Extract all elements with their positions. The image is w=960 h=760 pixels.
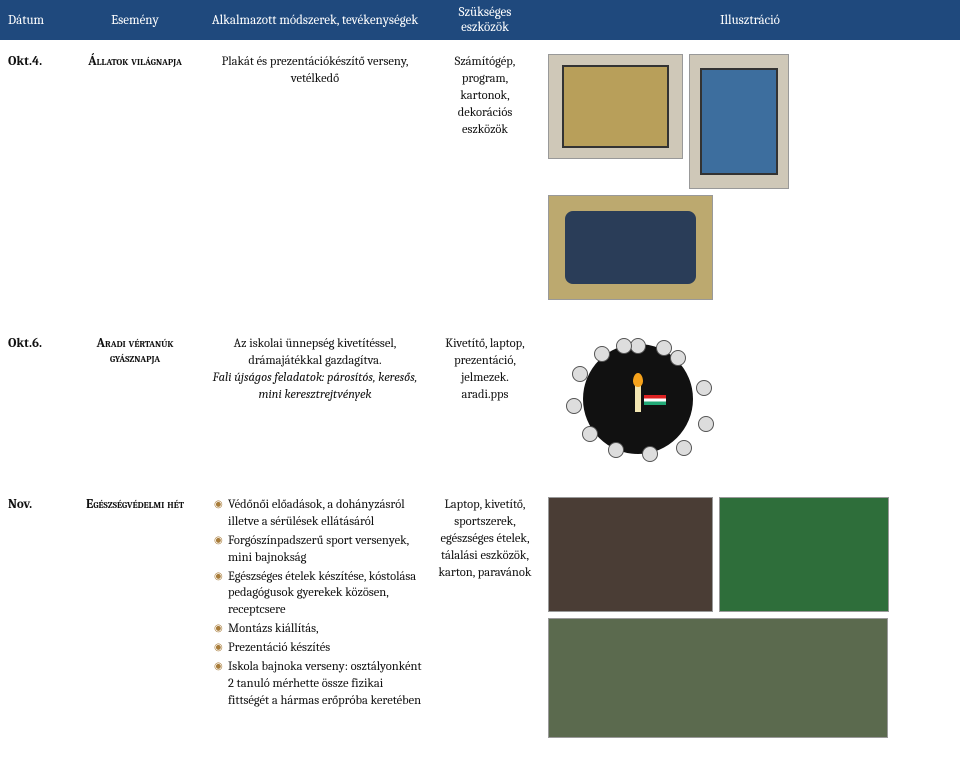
cell-date: Okt.6. (0, 332, 70, 355)
cell-date: Okt.4. (0, 50, 70, 73)
cell-event: Aradi vértanúk gyásznapja (70, 332, 200, 370)
cell-date: Nov. (0, 493, 70, 516)
illustration-thumb (719, 497, 889, 612)
illustration-thumb (548, 195, 713, 300)
header-event: Esemény (70, 9, 200, 32)
method-list-item: Védőnői előadások, a dohányzásról illetv… (214, 497, 422, 531)
illustration-thumb (689, 54, 789, 189)
cell-tools: Laptop, kive­títő, sport­szerek, egészsé… (430, 493, 540, 585)
table-row: Okt.4. Állatok világnap­ja Plakát és pre… (0, 40, 960, 322)
method-text: Az iskolai ünnepség kivetítéssel, drámaj… (234, 337, 397, 368)
method-list-item: Montázs kiállítás, (214, 621, 422, 638)
table-row: Nov. Egészségvédel­mi hét Védőnői előadá… (0, 483, 960, 760)
method-text: Plakát és prezentációkészítő verseny, ve… (222, 55, 409, 86)
method-list-item: Iskola bajnoka verseny: osztályon­ként 2… (214, 659, 422, 710)
cell-method: Védőnői előadások, a dohányzásról illetv… (200, 493, 430, 716)
header-illustration: Illusztráció (540, 9, 960, 32)
header-tools: Szükséges eszközök (430, 1, 540, 39)
illustration-thumb (548, 336, 728, 461)
method-italic: Fali újságos feladatok: párosítós, ke­re… (213, 371, 418, 402)
method-list-item: Prezentáció készítés (214, 640, 422, 657)
method-list-item: Egészséges ételek készítése, kósto­lása … (214, 569, 422, 620)
cell-event: Állatok világnap­ja (70, 50, 200, 73)
table-header: Dátum Esemény Alkalmazott módszerek, tev… (0, 0, 960, 40)
cell-illustration (540, 493, 960, 742)
illustration-thumb (548, 618, 888, 738)
header-method: Alkalmazott módszerek, tevékenységek (200, 9, 430, 32)
cell-method: Plakát és prezentációkészítő verseny, ve… (200, 50, 430, 92)
cell-tools: Számítógép, program, kartonok, dekoráció… (430, 50, 540, 142)
illustration-thumb (548, 497, 713, 612)
header-date: Dátum (0, 9, 70, 32)
cell-tools: Kivetítő, lap­top, prezen­táció, jelme­z… (430, 332, 540, 408)
cell-illustration (540, 332, 960, 465)
cell-method: Az iskolai ünnepség kivetítéssel, drámaj… (200, 332, 430, 408)
method-list-item: Forgószínpadszerű sport verse­nyek, mini… (214, 533, 422, 567)
cell-event: Egészségvédel­mi hét (70, 493, 200, 516)
cell-illustration (540, 50, 960, 304)
table-row: Okt.6. Aradi vértanúk gyásznapja Az isko… (0, 322, 960, 483)
illustration-thumb (548, 54, 683, 159)
method-list: Védőnői előadások, a dohányzásról illetv… (208, 497, 422, 710)
